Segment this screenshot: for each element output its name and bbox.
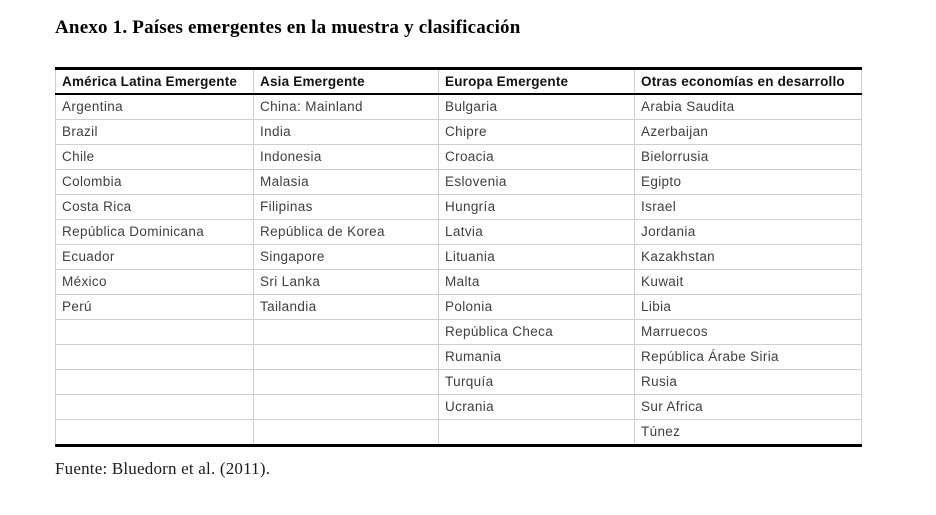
- table-cell: [253, 369, 439, 395]
- table-row: Ucrania Sur Africa: [55, 394, 862, 420]
- annex-title: Anexo 1. Países emergentes en la muestra…: [55, 17, 521, 38]
- table-cell: Polonia: [438, 294, 635, 320]
- table-cell: Egipto: [634, 169, 862, 195]
- table-row: Argentina China: Mainland Bulgaria Arabi…: [55, 93, 862, 120]
- table-cell: Eslovenia: [438, 169, 635, 195]
- table-cell: [55, 319, 254, 345]
- table-cell: Marruecos: [634, 319, 862, 345]
- table-cell: República de Korea: [253, 219, 439, 245]
- table-cell: [438, 419, 635, 447]
- table-cell: República Dominicana: [55, 219, 254, 245]
- table-cell: Jordania: [634, 219, 862, 245]
- table-cell: Bulgaria: [438, 93, 635, 120]
- table-cell: Malasia: [253, 169, 439, 195]
- table-row: Chile Indonesia Croacia Bielorrusia: [55, 144, 862, 170]
- table-cell: Chipre: [438, 119, 635, 145]
- table-cell: Ecuador: [55, 244, 254, 270]
- table-cell: Turquía: [438, 369, 635, 395]
- table-cell: Lituania: [438, 244, 635, 270]
- column-header-america-latina: América Latina Emergente: [55, 67, 254, 95]
- table-cell: Malta: [438, 269, 635, 295]
- column-header-europa: Europa Emergente: [438, 67, 635, 95]
- table-cell: Latvia: [438, 219, 635, 245]
- table-cell: Chile: [55, 144, 254, 170]
- source-note: Fuente: Bluedorn et al. (2011).: [55, 459, 271, 478]
- table-row: Perú Tailandia Polonia Libia: [55, 294, 862, 320]
- table-cell: [253, 344, 439, 370]
- table-cell: Brazil: [55, 119, 254, 145]
- column-header-otras-economias: Otras economías en desarrollo: [634, 67, 862, 95]
- table-cell: Ucrania: [438, 394, 635, 420]
- table-cell: Croacia: [438, 144, 635, 170]
- table-cell: [55, 369, 254, 395]
- table-row: República Dominicana República de Korea …: [55, 219, 862, 245]
- table-cell: [253, 419, 439, 447]
- table-cell: Rusia: [634, 369, 862, 395]
- table-cell: Libia: [634, 294, 862, 320]
- table-cell: China: Mainland: [253, 93, 439, 120]
- table-cell: [55, 344, 254, 370]
- table-cell: Colombia: [55, 169, 254, 195]
- table-cell: Israel: [634, 194, 862, 220]
- table-cell: Indonesia: [253, 144, 439, 170]
- table-row: República Checa Marruecos: [55, 319, 862, 345]
- table-row: México Sri Lanka Malta Kuwait: [55, 269, 862, 295]
- column-header-asia: Asia Emergente: [253, 67, 439, 95]
- table-cell: Argentina: [55, 93, 254, 120]
- table-row: Colombia Malasia Eslovenia Egipto: [55, 169, 862, 195]
- table-cell: Costa Rica: [55, 194, 254, 220]
- document-page: Anexo 1. Países emergentes en la muestra…: [55, 17, 862, 478]
- table-cell: Bielorrusia: [634, 144, 862, 170]
- table-cell: Azerbaijan: [634, 119, 862, 145]
- table-cell: Kuwait: [634, 269, 862, 295]
- table-cell: Kazakhstan: [634, 244, 862, 270]
- table-row: Costa Rica Filipinas Hungría Israel: [55, 194, 862, 220]
- table-cell: Sri Lanka: [253, 269, 439, 295]
- table-cell: República Árabe Siria: [634, 344, 862, 370]
- table-cell: Tailandia: [253, 294, 439, 320]
- table-cell: [253, 394, 439, 420]
- table-row: Brazil India Chipre Azerbaijan: [55, 119, 862, 145]
- table-cell: Túnez: [634, 419, 862, 447]
- table-cell: India: [253, 119, 439, 145]
- table-cell: República Checa: [438, 319, 635, 345]
- table-cell: Hungría: [438, 194, 635, 220]
- table-cell: Sur Africa: [634, 394, 862, 420]
- table-cell: Arabia Saudita: [634, 93, 862, 120]
- table-row: Ecuador Singapore Lituania Kazakhstan: [55, 244, 862, 270]
- table-cell: [253, 319, 439, 345]
- table-row: Túnez: [55, 419, 862, 447]
- table-cell: Perú: [55, 294, 254, 320]
- table-row: Turquía Rusia: [55, 369, 862, 395]
- table-cell: México: [55, 269, 254, 295]
- table-header-row: América Latina Emergente Asia Emergente …: [55, 67, 862, 95]
- emerging-countries-table: América Latina Emergente Asia Emergente …: [55, 67, 862, 447]
- table-row: Rumania República Árabe Siria: [55, 344, 862, 370]
- table-cell: [55, 394, 254, 420]
- table-cell: Filipinas: [253, 194, 439, 220]
- table-cell: Singapore: [253, 244, 439, 270]
- table-cell: Rumania: [438, 344, 635, 370]
- table-cell: [55, 419, 254, 447]
